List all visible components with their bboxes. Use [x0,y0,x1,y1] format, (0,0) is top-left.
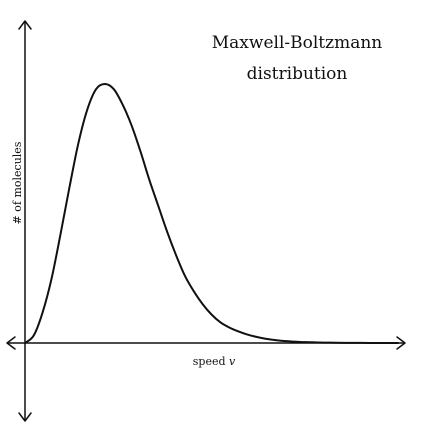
y-axis-label: # of molecules [11,141,24,224]
y-axis-arrow-top [18,20,32,30]
x-axis-label-text: speed [193,355,226,368]
x-axis-arrow-right [396,336,406,350]
x-axis-label-variable: v [229,355,236,368]
chart-title-line-2: distribution [247,64,348,84]
series-line-maxwell-boltzmann [24,83,399,344]
x-axis-label: speed v [193,355,236,368]
x-axis-arrow-left [6,336,16,350]
y-axis-arrow-bottom [18,412,32,422]
chart-title-line-1: Maxwell-Boltzmann [212,33,383,53]
